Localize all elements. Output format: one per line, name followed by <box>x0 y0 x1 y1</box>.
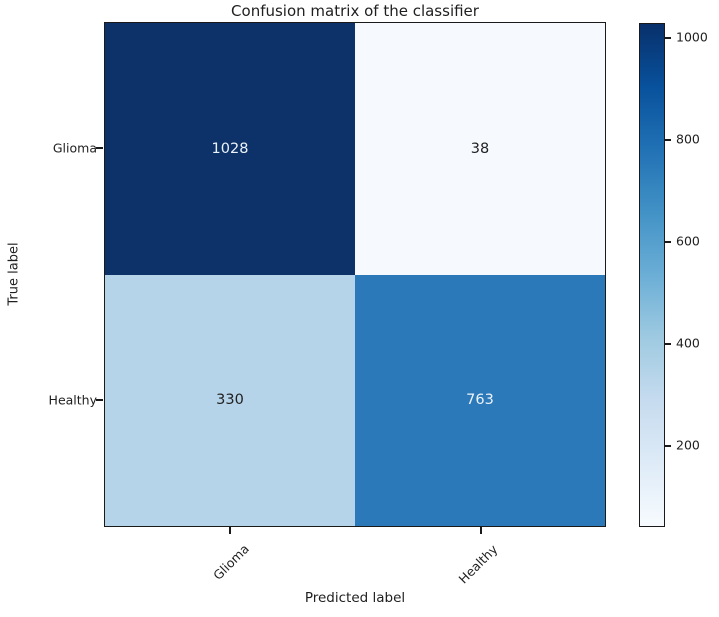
colorbar-gradient <box>639 23 665 527</box>
colorbar-tick-label-600: 600 <box>676 233 700 249</box>
y-axis-label: True label <box>6 242 22 306</box>
chart-title: Confusion matrix of the classifier <box>231 2 479 20</box>
cell-value: 38 <box>470 140 490 157</box>
x-tick-mark-glioma <box>229 527 231 534</box>
cell-value: 1028 <box>211 140 249 157</box>
matrix-cell-true-glioma-pred-glioma: 1028 <box>105 23 355 275</box>
heatmap-plot-area: 1028 38 330 763 <box>104 22 606 527</box>
colorbar-tick-label-800: 800 <box>676 131 700 147</box>
y-tick-mark-glioma <box>96 147 103 149</box>
matrix-cell-true-healthy-pred-glioma: 330 <box>105 274 355 526</box>
colorbar-tick-mark-400 <box>665 343 671 345</box>
colorbar-tick-mark-800 <box>665 139 671 141</box>
matrix-cell-true-healthy-pred-healthy: 763 <box>355 274 605 526</box>
colorbar-tick-label-200: 200 <box>676 437 700 453</box>
y-tick-mark-healthy <box>96 399 103 401</box>
matrix-cell-true-glioma-pred-healthy: 38 <box>355 23 605 275</box>
colorbar-tick-label-400: 400 <box>676 335 700 351</box>
x-axis-label: Predicted label <box>304 590 406 606</box>
colorbar-tick-mark-1000 <box>665 37 671 39</box>
colorbar-tick-mark-600 <box>665 241 671 243</box>
y-tick-label-healthy: Healthy <box>48 392 97 408</box>
x-tick-label-healthy: Healthy <box>455 541 501 587</box>
x-tick-mark-healthy <box>480 527 482 534</box>
colorbar-tick-label-1000: 1000 <box>676 29 708 45</box>
cell-value: 330 <box>216 392 244 409</box>
colorbar-tick-mark-200 <box>665 445 671 447</box>
x-tick-label-glioma: Glioma <box>210 541 252 583</box>
y-tick-label-glioma: Glioma <box>52 140 97 156</box>
cell-value: 763 <box>466 392 494 409</box>
